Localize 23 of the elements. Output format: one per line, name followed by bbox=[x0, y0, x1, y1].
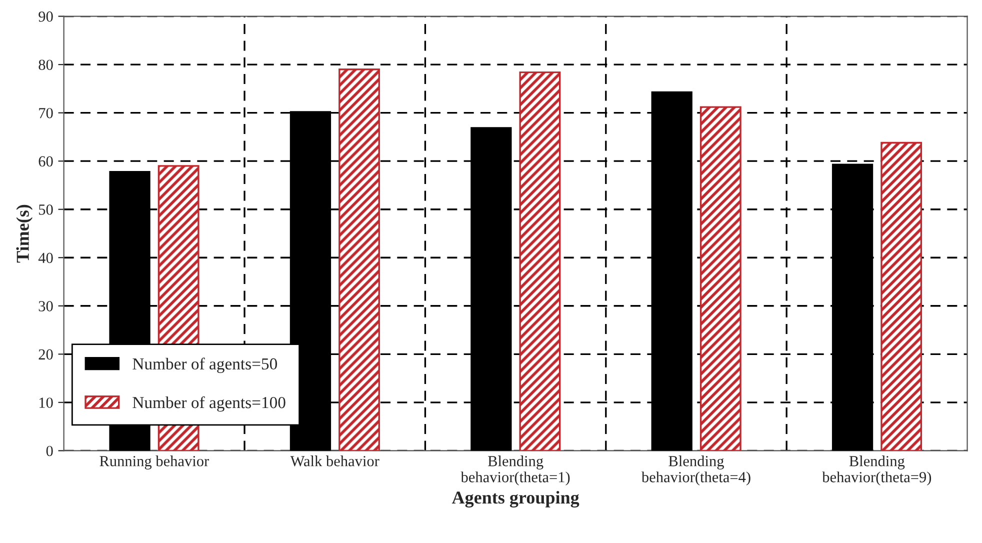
bar bbox=[519, 71, 561, 451]
y-tick-label: 80 bbox=[38, 60, 53, 70]
bar bbox=[700, 106, 742, 451]
y-tick-label: 20 bbox=[38, 349, 53, 360]
y-tick-label: 40 bbox=[38, 252, 53, 264]
y-tick-label: 60 bbox=[38, 156, 53, 167]
y-tick-label: 10 bbox=[39, 398, 53, 408]
legend-label: Number of agents=50 bbox=[132, 358, 278, 373]
x-tick-label: Walk behavior bbox=[290, 456, 380, 466]
y-tick-label: 70 bbox=[39, 108, 53, 118]
x-tick-label: Blending behavior(theta=9) bbox=[822, 456, 932, 486]
y-tick-label: 30 bbox=[38, 301, 53, 312]
y-axis-title: Time(s) bbox=[16, 204, 33, 263]
x-axis-title: Agents grouping bbox=[452, 490, 580, 508]
legend-label: Number of agents=100 bbox=[132, 396, 286, 412]
y-tick-label: 50 bbox=[39, 204, 53, 215]
x-tick-label: Running behavior bbox=[100, 456, 209, 470]
x-tick-label: Blending behavior(theta=1) bbox=[460, 456, 570, 486]
y-tick-label: 0 bbox=[46, 446, 53, 456]
y-tick-label: 90 bbox=[38, 11, 53, 22]
x-tick-label: Blending behavior(theta=4) bbox=[641, 456, 750, 486]
bar bbox=[880, 142, 922, 451]
bar bbox=[338, 68, 380, 451]
